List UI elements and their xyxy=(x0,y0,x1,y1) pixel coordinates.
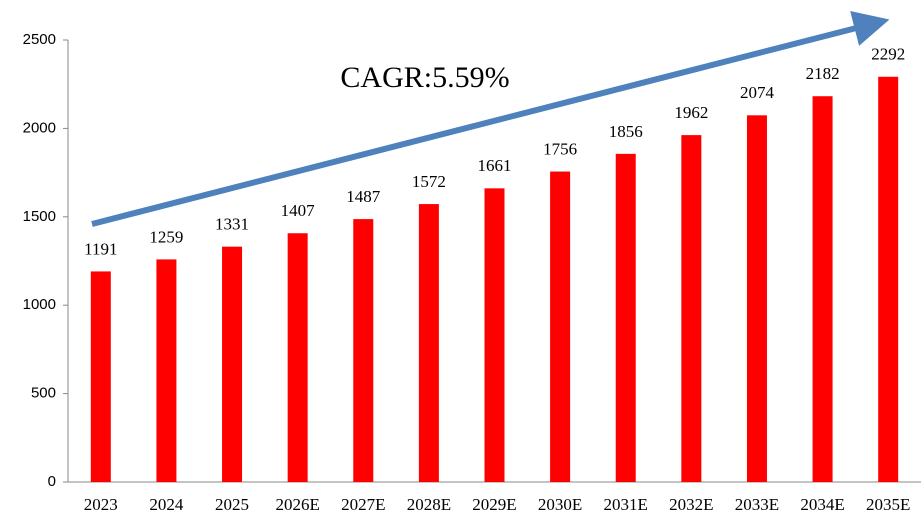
data-label: 1331 xyxy=(215,215,249,234)
bar xyxy=(353,219,374,483)
trend-arrow xyxy=(91,11,890,227)
bar xyxy=(156,259,177,482)
bar xyxy=(615,153,636,483)
x-tick-label: 2025 xyxy=(215,495,249,514)
x-tick-label: 2026E xyxy=(275,495,319,514)
x-tick-label: 2035E xyxy=(866,495,910,514)
y-tick-label: 2500 xyxy=(23,31,56,48)
data-label: 1487 xyxy=(346,187,381,206)
bar xyxy=(90,271,111,482)
bar xyxy=(287,233,308,482)
bar xyxy=(681,135,702,482)
data-label: 1572 xyxy=(412,172,446,191)
x-tick-label: 2033E xyxy=(735,495,779,514)
bar xyxy=(812,96,833,482)
bar xyxy=(878,76,899,482)
data-label: 1661 xyxy=(478,156,512,175)
data-label: 1856 xyxy=(609,122,643,141)
x-tick-label: 2027E xyxy=(341,495,385,514)
data-label: 1962 xyxy=(674,103,708,122)
data-label: 2074 xyxy=(740,83,775,102)
y-tick-label: 500 xyxy=(31,385,56,402)
data-label: 1191 xyxy=(84,239,117,258)
x-tick-label: 2029E xyxy=(472,495,516,514)
y-tick-label: 1500 xyxy=(23,208,56,225)
data-label: 1259 xyxy=(149,227,183,246)
y-tick-label: 2000 xyxy=(23,119,56,136)
y-tick-label: 0 xyxy=(48,473,56,490)
bar xyxy=(550,171,571,483)
x-tick-label: 2030E xyxy=(538,495,582,514)
x-tick-label: 2031E xyxy=(604,495,648,514)
bar xyxy=(222,246,243,482)
y-tick-label: 1000 xyxy=(23,296,56,313)
x-tick-label: 2023 xyxy=(84,495,118,514)
data-label: 1756 xyxy=(543,139,577,158)
x-tick-label: 2034E xyxy=(800,495,844,514)
data-label: 1407 xyxy=(281,201,316,220)
data-label: 2182 xyxy=(806,64,840,83)
x-tick-label: 2024 xyxy=(149,495,184,514)
x-tick-label: 2028E xyxy=(407,495,451,514)
bar xyxy=(484,188,505,482)
annotation: CAGR:5.59% xyxy=(340,61,509,94)
bar xyxy=(746,115,767,482)
x-tick-label: 2032E xyxy=(669,495,713,514)
bar xyxy=(418,204,439,482)
data-label: 2292 xyxy=(871,45,905,64)
